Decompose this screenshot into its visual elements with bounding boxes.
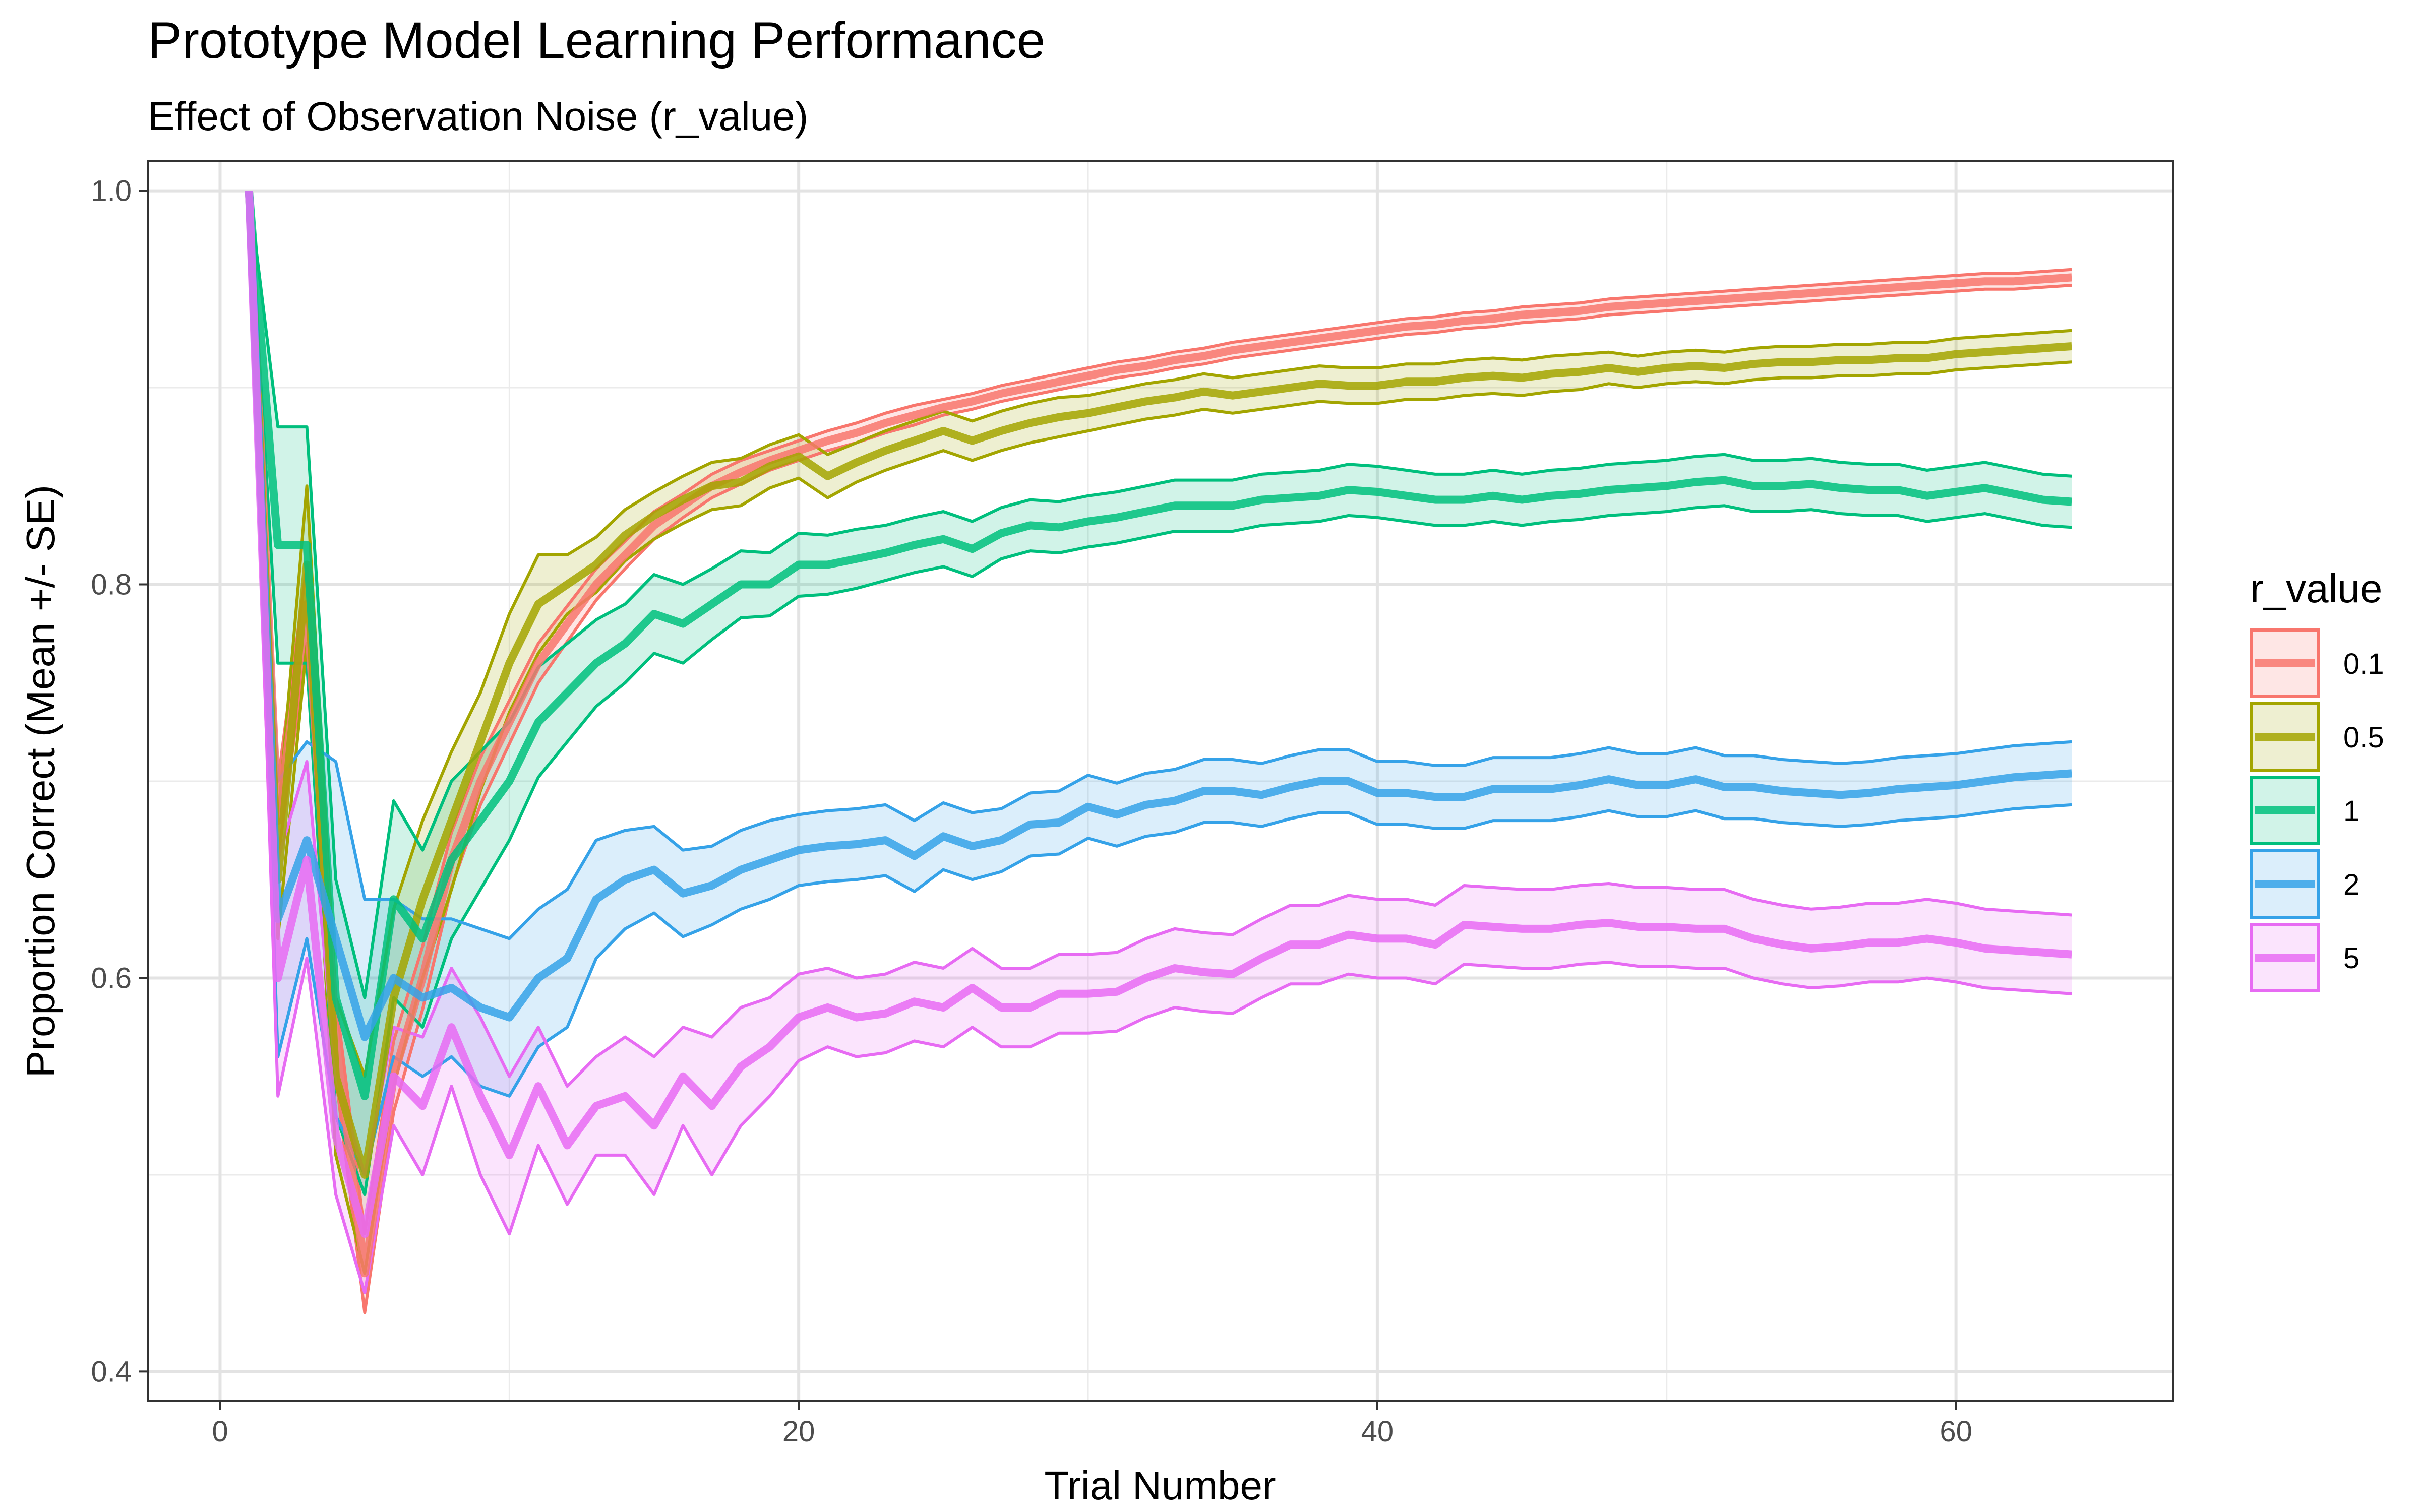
legend-item-5: 5 [2250, 923, 2360, 992]
y-tick-label: 1.0 [91, 175, 132, 208]
x-tick-label: 0 [212, 1415, 228, 1448]
legend-label: 5 [2343, 942, 2360, 975]
se-ribbons [249, 191, 2072, 1313]
se-lower-line-2 [247, 191, 2072, 1176]
legend-item-1: 1 [2250, 776, 2360, 845]
se-upper-line-1 [247, 191, 2072, 999]
se-lower-line-1 [247, 191, 2072, 1196]
legend: r_value 0.1 0.5 1 2 5 [2250, 566, 2384, 992]
legend-label: 0.5 [2343, 721, 2384, 754]
y-tick-label: 0.6 [91, 962, 132, 994]
mean-line-1 [245, 190, 2072, 1100]
se-upper-line-0.5 [247, 191, 2072, 1078]
x-tick-label: 60 [1940, 1415, 1972, 1448]
se-ribbon-0.5 [249, 191, 2072, 1274]
y-axis: 0.4 0.6 0.8 1.0 [91, 175, 148, 1388]
y-tick-label: 0.4 [91, 1355, 132, 1388]
se-upper-line-5 [247, 191, 2072, 1176]
panel-border [147, 160, 2174, 1402]
mean-line-5 [245, 191, 2072, 1238]
mean-line-0.5 [245, 191, 2072, 1179]
legend-item-0.1: 0.1 [2250, 628, 2384, 698]
legend-item-2: 2 [2250, 849, 2360, 919]
legend-item-0.5: 0.5 [2250, 702, 2384, 772]
se-upper-line-2 [247, 191, 2072, 940]
se-upper-line-0.1 [247, 191, 2072, 1236]
chart-title: Prototype Model Learning Performance [148, 12, 1046, 69]
legend-title: r_value [2250, 566, 2382, 611]
mean-lines [245, 190, 2072, 1278]
legend-label: 1 [2343, 795, 2360, 828]
y-tick-label: 0.8 [91, 569, 132, 601]
x-tick-label: 20 [782, 1415, 815, 1448]
mean-line-0.1 [245, 191, 2072, 1278]
x-tick-label: 40 [1361, 1415, 1394, 1448]
legend-label: 2 [2343, 868, 2360, 901]
se-lower-line-5 [247, 191, 2072, 1295]
y-axis-title: Proportion Correct (Mean +/- SE) [18, 485, 63, 1078]
grid-major [148, 161, 2173, 1401]
x-axis-title: Trial Number [1044, 1463, 1276, 1508]
se-lower-line-0.5 [247, 191, 2072, 1275]
legend-label: 0.1 [2343, 648, 2384, 680]
chart-subtitle: Effect of Observation Noise (r_value) [148, 94, 809, 139]
se-lower-line-0.1 [247, 191, 2072, 1314]
se-ribbon-edges [247, 191, 2072, 1314]
x-axis: 0 20 40 60 [212, 1401, 1972, 1448]
mean-line-2 [245, 191, 2072, 1041]
